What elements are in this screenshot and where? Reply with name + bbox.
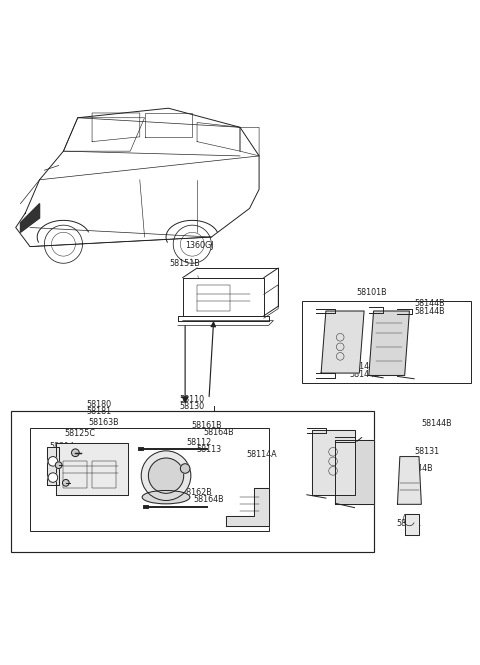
Text: 58163B: 58163B [79, 467, 110, 475]
Text: 58180: 58180 [87, 400, 112, 409]
Circle shape [141, 451, 191, 501]
Text: 58144B: 58144B [350, 362, 380, 371]
Bar [30, 428, 269, 531]
Text: 58144B: 58144B [414, 299, 445, 309]
Polygon shape [405, 514, 419, 535]
Bar [302, 301, 471, 382]
Circle shape [62, 479, 69, 486]
Text: 58131: 58131 [397, 519, 422, 528]
Text: 58144B: 58144B [402, 464, 433, 473]
Polygon shape [56, 443, 128, 495]
Bar [92, 462, 116, 487]
Text: 58113: 58113 [196, 445, 222, 454]
Text: 58130: 58130 [180, 402, 205, 411]
Circle shape [48, 457, 58, 466]
Circle shape [180, 464, 190, 473]
Text: 58144B: 58144B [421, 419, 452, 428]
Text: 58101B: 58101B [356, 288, 386, 297]
Polygon shape [397, 457, 421, 504]
Circle shape [72, 449, 79, 457]
Text: 58162B: 58162B [181, 488, 213, 497]
Text: 58110: 58110 [180, 395, 205, 404]
Text: 58164B: 58164B [203, 428, 234, 438]
Polygon shape [47, 447, 59, 485]
Circle shape [55, 462, 62, 469]
Text: 58151B: 58151B [170, 259, 201, 268]
Text: 58131: 58131 [414, 448, 439, 456]
Text: 1360GJ: 1360GJ [185, 241, 214, 250]
Circle shape [148, 458, 184, 493]
Text: 58144B: 58144B [350, 370, 380, 380]
Text: 58161B: 58161B [192, 422, 222, 430]
Polygon shape [21, 203, 39, 232]
Bar [63, 462, 87, 487]
Bar [11, 411, 373, 552]
Text: 58125C: 58125C [65, 430, 96, 438]
Ellipse shape [142, 491, 190, 504]
Polygon shape [226, 487, 269, 526]
Circle shape [48, 473, 58, 482]
Text: 58181: 58181 [87, 407, 112, 416]
Text: 58164B: 58164B [193, 495, 224, 504]
Text: 58125F: 58125F [57, 460, 86, 469]
Polygon shape [336, 440, 373, 504]
Text: 58144B: 58144B [414, 307, 445, 317]
Text: 58314: 58314 [49, 442, 74, 451]
Text: 58112: 58112 [187, 438, 212, 447]
Text: 58114A: 58114A [246, 450, 277, 459]
Polygon shape [312, 430, 355, 495]
Polygon shape [369, 311, 409, 376]
Polygon shape [321, 311, 364, 373]
Text: 58163B: 58163B [89, 418, 120, 426]
